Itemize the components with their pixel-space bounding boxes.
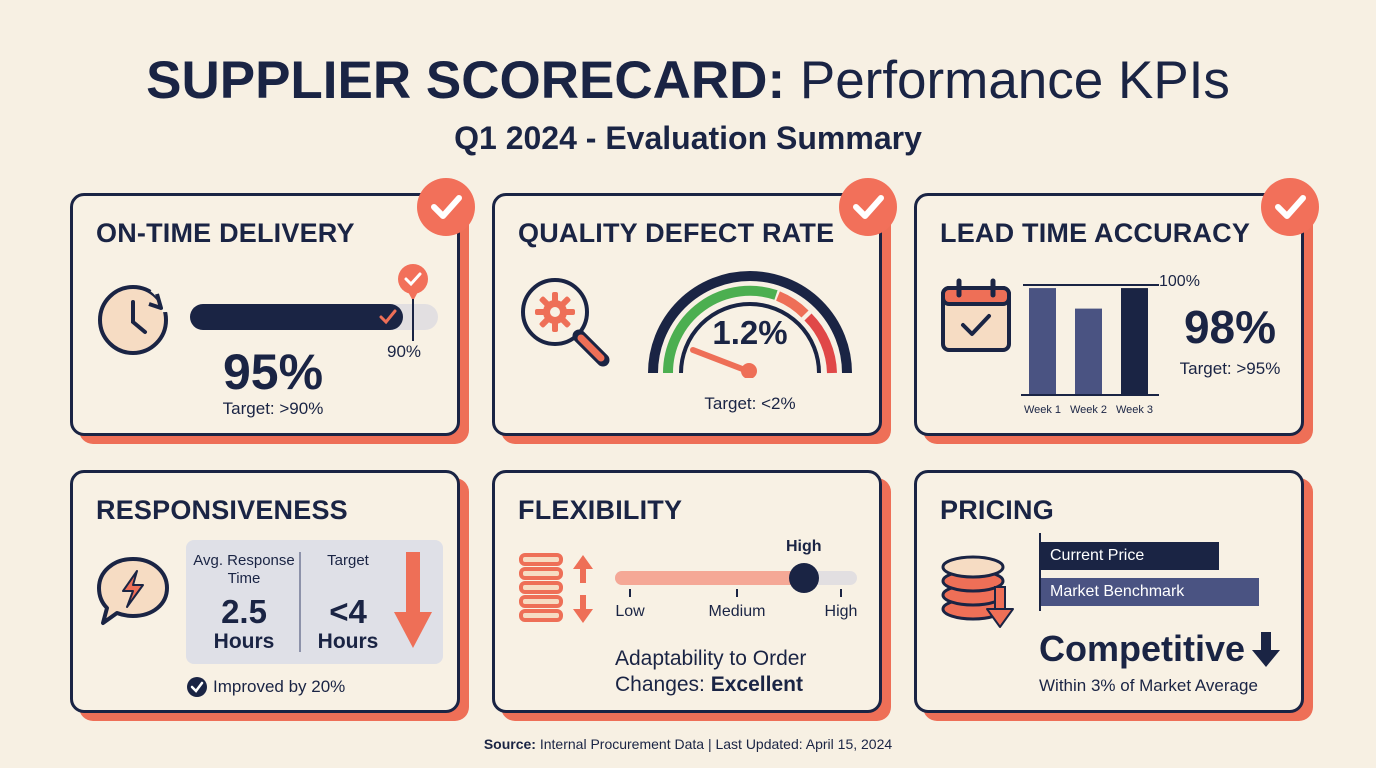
target-value: <4: [329, 593, 367, 630]
kpi-value: 98%: [1183, 301, 1277, 353]
tick-mark: [629, 589, 631, 597]
page-title: SUPPLIER SCORECARD: Performance KPIs: [0, 50, 1376, 112]
card-title: QUALITY DEFECT RATE: [518, 218, 835, 248]
card-on-time-delivery: ON-TIME DELIVERY 90% 95% Target: >90%: [70, 193, 460, 436]
progress-track: [190, 304, 438, 330]
avg-value: 2.5: [221, 593, 267, 630]
card-pricing: PRICING Current Price Market Benchmark C…: [914, 470, 1304, 713]
tick-mark: [840, 589, 842, 597]
kpi-target: Target: >90%: [222, 399, 324, 418]
slider-knob[interactable]: [788, 563, 819, 593]
pricing-verdict: Competitive: [1039, 628, 1246, 669]
card-title: LEAD TIME ACCURACY: [940, 218, 1251, 248]
target-label: Target: [327, 552, 369, 569]
slider-track[interactable]: [615, 571, 857, 585]
chart-bar: [1029, 288, 1056, 395]
card-lead-time-accuracy: LEAD TIME ACCURACY Week 1 Week 2 Week 3 10…: [914, 193, 1304, 436]
title-bold: SUPPLIER SCORECARD:: [146, 51, 786, 110]
chart-bar: [1075, 308, 1102, 395]
divider: [299, 552, 301, 652]
footer-source: Source: Internal Procurement Data | Last…: [0, 736, 1376, 752]
scale-label-high: High: [824, 603, 858, 620]
bar-axis: [1039, 533, 1041, 611]
source-text: Internal Procurement Data | Last Updated…: [539, 736, 893, 752]
coins-down-icon: [941, 555, 1014, 628]
description-prefix: Changes:: [615, 673, 705, 696]
progress-fill: [190, 304, 404, 330]
chart-bar: [1121, 288, 1148, 395]
spring-arrows-icon: [519, 553, 593, 623]
status-badge: [417, 178, 475, 236]
arrow-down-icon: [1252, 632, 1280, 667]
card-responsiveness: RESPONSIVENESS Avg. Response Time 2.5 Ho…: [70, 470, 460, 713]
description-line: Changes: Excellent: [615, 672, 806, 698]
card-flexibility: FLEXIBILITY High Low Medium High Adaptab…: [492, 470, 882, 713]
magnifier-gear-icon: [521, 278, 610, 367]
check-icon: [379, 309, 397, 325]
chart-tick-label: Week 2: [1070, 404, 1107, 416]
card-title: RESPONSIVENESS: [96, 495, 348, 525]
clock-icon: [98, 284, 170, 355]
calendar-check-icon: [941, 278, 1011, 352]
check-circle-icon: [187, 677, 207, 697]
target-marker: [396, 263, 430, 343]
slider-fill: [615, 571, 804, 585]
response-panel: Avg. Response Time 2.5 Hours Target <4 H…: [186, 540, 443, 664]
check-icon: [431, 195, 462, 219]
status-badge: [839, 178, 897, 236]
scale-label-medium: Medium: [708, 603, 766, 620]
kpi-target: Target: >95%: [1179, 359, 1281, 378]
gauge-chart: [648, 271, 852, 378]
kpi-target: Target: <2%: [704, 394, 796, 413]
current-level-label: High: [785, 538, 822, 555]
chart-top-label: 100%: [1159, 273, 1200, 290]
scale-label-low: Low: [615, 603, 645, 620]
card-title: PRICING: [940, 495, 1054, 525]
chart-tick-label: Week 3: [1116, 404, 1153, 416]
lightning-chat-icon: [97, 557, 169, 625]
pricing-note: Within 3% of Market Average: [1039, 676, 1258, 695]
kpi-value: 1.2%: [712, 314, 788, 351]
avg-label: Avg. Response Time: [193, 552, 295, 587]
card-title: ON-TIME DELIVERY: [96, 218, 355, 248]
map-pin-icon: [398, 264, 429, 341]
page-subtitle: Q1 2024 - Evaluation Summary: [454, 120, 922, 156]
source-label: Source:: [483, 736, 536, 752]
card-quality-defect-rate: QUALITY DEFECT RATE 1.2% Target: <2%: [492, 193, 882, 436]
avg-unit: Hours: [213, 630, 275, 653]
chart-tick-label: Week 1: [1024, 404, 1061, 416]
current-price-bar: Current Price: [1041, 542, 1219, 570]
description-value: Excellent: [710, 673, 803, 696]
check-icon: [1275, 195, 1306, 219]
arrow-down-icon: [394, 552, 432, 648]
improvement-note: Improved by 20%: [213, 677, 346, 696]
title-light: Performance KPIs: [799, 51, 1230, 110]
card-title: FLEXIBILITY: [518, 495, 683, 525]
kpi-value: 95%: [222, 344, 324, 400]
tick-mark: [736, 589, 738, 597]
target-unit: Hours: [317, 630, 379, 653]
status-badge: [1261, 178, 1319, 236]
flexibility-description: Adaptability to Order Changes: Excellent: [615, 646, 806, 698]
bar-chart: Week 1 Week 2 Week 3: [1021, 284, 1159, 416]
check-icon: [853, 195, 884, 219]
description-line: Adaptability to Order: [615, 647, 807, 670]
marker-label: 90%: [387, 342, 422, 361]
market-benchmark-bar: Market Benchmark: [1041, 578, 1259, 606]
